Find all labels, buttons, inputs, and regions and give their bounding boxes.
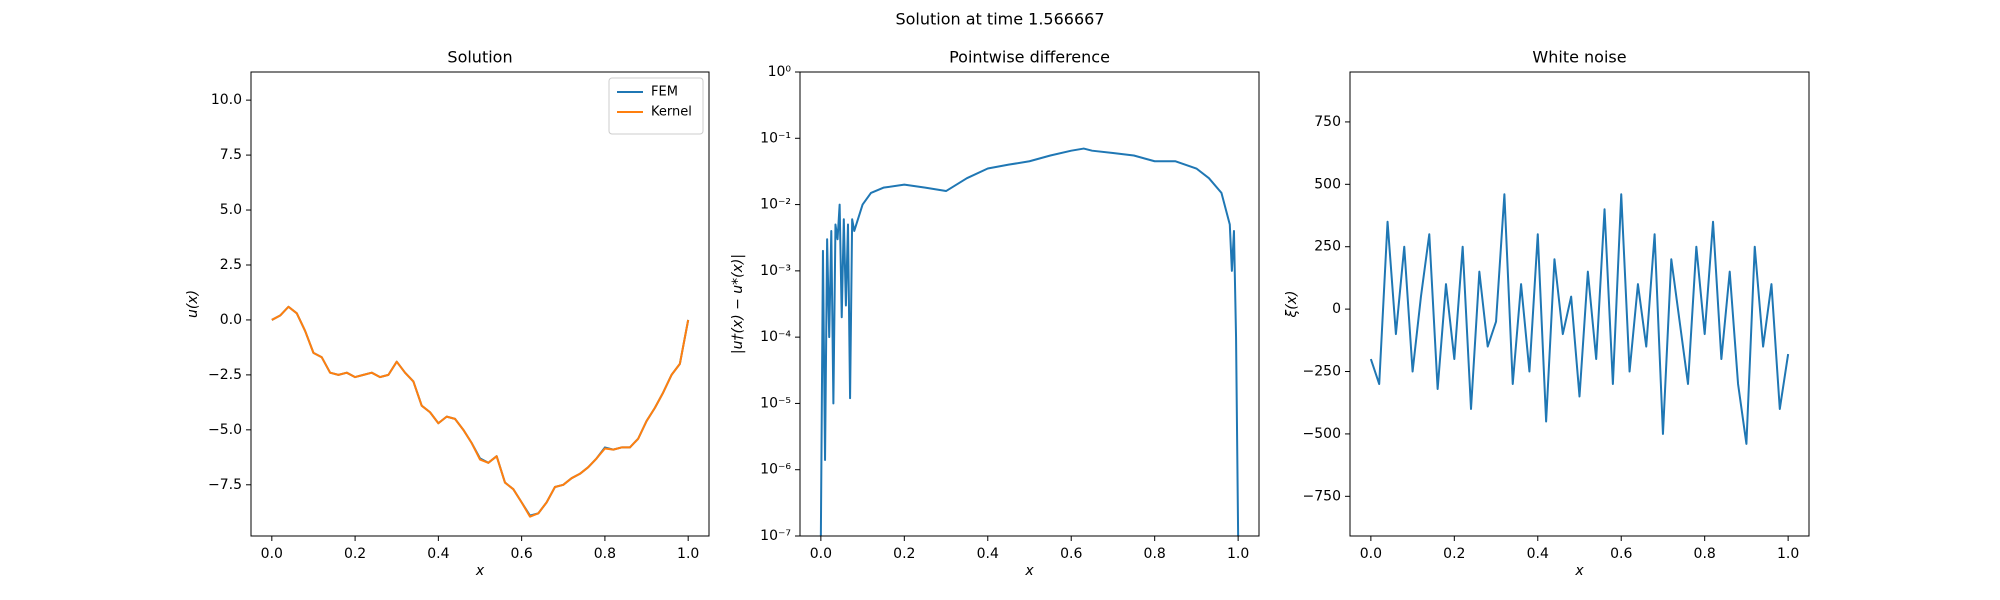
y-tick-label: 10⁻³: [760, 263, 791, 279]
x-tick-label: 0.8: [594, 546, 616, 562]
y-tick-label: 750: [1314, 114, 1341, 130]
y-tick-label: 500: [1314, 176, 1341, 192]
series-line: [271, 305, 690, 518]
y-tick-label: 10.0: [211, 92, 242, 108]
x-tick-label: 0.0: [261, 546, 283, 562]
legend-label: Kernel: [651, 105, 692, 120]
x-tick-label: 0.2: [344, 546, 366, 562]
y-tick-label: 10⁻¹: [760, 130, 791, 146]
x-axis-label: x: [1574, 563, 1584, 579]
y-tick-label: −750: [1303, 488, 1341, 504]
y-tick-label: 0.0: [220, 312, 242, 328]
x-tick-label: 0.6: [1060, 546, 1082, 562]
y-axis-label: |u†(x) − u*(x)|: [730, 254, 746, 354]
y-axis-label: ξ(x): [1284, 290, 1300, 318]
y-tick-label: 5.0: [220, 202, 242, 218]
x-axis-label: x: [1024, 563, 1034, 579]
y-tick-label: 250: [1314, 239, 1341, 255]
x-tick-label: 0.4: [977, 546, 999, 562]
y-axis-label: u(x): [185, 290, 201, 318]
axes-frame: [799, 71, 1260, 537]
x-tick-label: 0.4: [427, 546, 449, 562]
y-tick-label: −500: [1303, 426, 1341, 442]
x-tick-label: 1.0: [1777, 546, 1799, 562]
x-tick-label: 1.0: [1227, 546, 1249, 562]
x-tick-label: 1.0: [677, 546, 699, 562]
y-tick-label: 0: [1332, 301, 1341, 317]
axes-frame: [1349, 71, 1810, 537]
axes-title: Pointwise difference: [949, 48, 1110, 67]
y-tick-label: −7.5: [208, 477, 242, 493]
series-line: [819, 147, 1240, 536]
x-tick-label: 0.4: [1527, 546, 1549, 562]
x-tick-label: 0.0: [1360, 546, 1382, 562]
y-tick-label: 10⁻⁵: [760, 395, 791, 411]
y-tick-label: 10⁻²: [760, 197, 791, 213]
figure-title: Solution at time 1.566667: [895, 10, 1104, 29]
axes: 0.0 0.2 0.4 0.6 0.8 1.0 −7.5 −5.0 −2.5 0.0 2.5 5.0 7…: [185, 48, 710, 579]
axes: 0.0 0.2 0.4 0.6 0.8 1.0 −750 −500 −250 0 250 500 750…: [1284, 48, 1810, 579]
y-tick-label: −250: [1303, 364, 1341, 380]
y-tick-label: 10⁻⁶: [760, 462, 791, 478]
y-tick-label: −5.0: [208, 422, 242, 438]
y-tick-label: 7.5: [220, 147, 242, 163]
y-tick-label: 10⁻⁷: [760, 528, 791, 544]
axes-title: Solution: [447, 48, 512, 67]
axes-frame: [250, 71, 710, 537]
series-line: [1369, 193, 1790, 445]
axes: 0.0 0.2 0.4 0.6 0.8 1.0 10⁻⁷ 10⁻⁶ 10⁻⁵ 10⁻⁴ 10⁻³ 10…: [730, 48, 1260, 579]
x-tick-label: 0.2: [1443, 546, 1465, 562]
x-tick-label: 0.8: [1144, 546, 1166, 562]
axes-title: White noise: [1532, 48, 1626, 67]
x-tick-label: 0.2: [893, 546, 915, 562]
x-tick-label: 0.6: [511, 546, 533, 562]
y-tick-label: −2.5: [208, 367, 242, 383]
y-tick-label: 10⁻⁴: [760, 329, 791, 345]
x-axis-label: x: [475, 563, 485, 579]
y-tick-label: 2.5: [220, 257, 242, 273]
x-tick-label: 0.6: [1610, 546, 1632, 562]
legend-label: FEM: [651, 85, 678, 100]
x-tick-label: 0.8: [1694, 546, 1716, 562]
x-tick-label: 0.0: [810, 546, 832, 562]
y-tick-label: 10⁰: [768, 64, 792, 80]
